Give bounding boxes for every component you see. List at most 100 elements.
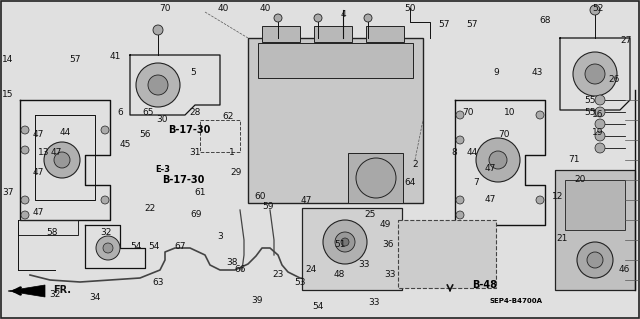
Polygon shape [8,285,45,297]
Text: 50: 50 [404,4,416,13]
Circle shape [364,14,372,22]
Circle shape [536,196,544,204]
Text: 66: 66 [234,265,246,274]
Text: 52: 52 [592,4,604,13]
Text: 14: 14 [3,55,13,64]
Text: 63: 63 [152,278,164,287]
Text: 47: 47 [51,148,61,157]
Text: 67: 67 [174,242,186,251]
Text: 64: 64 [404,178,416,187]
Text: 30: 30 [156,115,168,124]
Text: 47: 47 [484,164,496,173]
Circle shape [274,14,282,22]
Text: 31: 31 [189,148,201,157]
Text: 54: 54 [148,242,160,251]
Circle shape [536,111,544,119]
Circle shape [587,252,603,268]
Bar [18,220,78,235]
Text: 19: 19 [592,128,604,137]
Text: 1: 1 [229,148,235,157]
Text: E-3: E-3 [155,165,170,174]
Text: 62: 62 [222,112,234,121]
Circle shape [44,142,80,178]
Text: 38: 38 [227,258,237,267]
Text: 56: 56 [140,130,151,139]
Text: 55: 55 [584,108,596,117]
Text: 65: 65 [142,108,154,117]
Bar [348,153,403,203]
Text: 29: 29 [230,168,242,177]
Text: 39: 39 [252,296,263,305]
Text: 47: 47 [32,130,44,139]
Text: 5: 5 [190,68,196,77]
Circle shape [21,196,29,204]
Bar [302,208,402,290]
Circle shape [456,211,464,219]
Text: 57: 57 [467,20,477,29]
Bar [200,120,240,152]
Text: 21: 21 [556,234,568,243]
Circle shape [595,119,605,129]
Text: 7: 7 [473,178,479,187]
Bar [262,26,300,42]
Circle shape [585,64,605,84]
Bar [565,180,625,230]
Bar [314,26,352,42]
Circle shape [595,95,605,105]
Text: 70: 70 [462,108,474,117]
Text: 23: 23 [272,270,284,279]
Text: 32: 32 [100,228,112,237]
Text: 37: 37 [3,188,13,197]
Text: 16: 16 [592,110,604,119]
Text: 3: 3 [217,232,223,241]
Text: SEP4-B4700A: SEP4-B4700A [490,298,543,304]
Text: 15: 15 [3,90,13,99]
Circle shape [341,238,349,246]
Text: 70: 70 [499,130,509,139]
Text: 58: 58 [46,228,58,237]
Bar [555,170,635,290]
Text: FR.: FR. [53,285,71,295]
Text: 28: 28 [189,108,201,117]
Text: 49: 49 [380,220,390,229]
Text: 13: 13 [38,148,50,157]
Circle shape [136,63,180,107]
Text: 69: 69 [190,210,202,219]
Text: 8: 8 [451,148,457,157]
Circle shape [456,196,464,204]
Text: 54: 54 [312,302,324,311]
Text: 33: 33 [358,260,370,269]
Bar [366,26,404,42]
Bar [258,43,413,78]
Text: 40: 40 [218,4,228,13]
Circle shape [595,107,605,117]
Text: 2: 2 [412,160,418,169]
Text: 25: 25 [364,210,376,219]
Circle shape [323,220,367,264]
Text: 57: 57 [69,55,81,64]
Text: 32: 32 [49,290,61,299]
Text: 53: 53 [294,278,306,287]
Circle shape [573,52,617,96]
Text: 26: 26 [608,75,620,84]
Text: 33: 33 [384,270,396,279]
Circle shape [476,138,520,182]
Circle shape [96,236,120,260]
Text: 47: 47 [484,195,496,204]
Text: 27: 27 [620,36,632,45]
Circle shape [595,131,605,141]
Text: 10: 10 [504,108,516,117]
Circle shape [335,232,355,252]
Text: B-17-30: B-17-30 [162,175,204,185]
Text: 47: 47 [300,196,312,205]
Text: 34: 34 [90,293,100,302]
Text: 22: 22 [145,204,156,213]
Text: 47: 47 [32,168,44,177]
Text: 4: 4 [340,10,346,19]
Circle shape [101,126,109,134]
Text: 36: 36 [382,240,394,249]
Circle shape [148,75,168,95]
Text: 46: 46 [618,265,630,274]
Circle shape [456,111,464,119]
Text: 9: 9 [493,68,499,77]
